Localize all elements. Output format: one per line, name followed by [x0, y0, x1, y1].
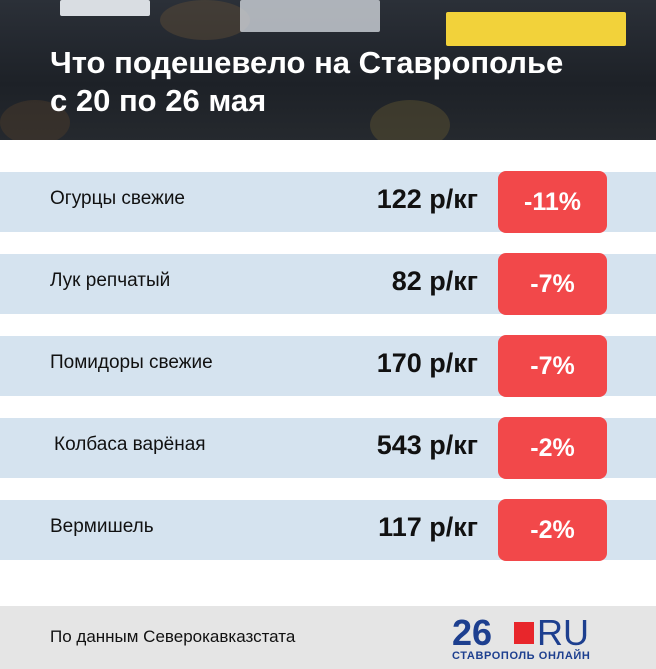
table-row: Вермишель 117 р/кг -2%: [0, 499, 656, 561]
price-change: -7%: [498, 253, 607, 315]
title-line: Что подешевело на Ставрополье: [50, 45, 564, 80]
logo-tagline: СТАВРОПОЛЬ ОНЛАЙН: [452, 650, 591, 662]
source-note: По данным Северокавказстата: [50, 627, 296, 646]
photo-shape: [160, 0, 250, 40]
table-row: Лук репчатый 82 р/кг -7%: [0, 253, 656, 315]
price-tag: [446, 12, 626, 46]
title-line: с 20 по 26 мая: [50, 83, 267, 118]
price-change: -2%: [498, 499, 607, 561]
table-row: Колбаса варёная 543 р/кг -2%: [0, 417, 656, 479]
logo-suffix: RU: [537, 612, 589, 653]
product-name: Лук репчатый: [50, 270, 171, 291]
product-name: Огурцы свежие: [50, 188, 186, 209]
product-price: 117 р/кг: [378, 512, 478, 542]
price-change: -7%: [498, 335, 607, 397]
product-price: 170 р/кг: [376, 348, 478, 378]
price-change: -2%: [498, 417, 607, 479]
price-change: -11%: [498, 171, 607, 233]
product-price: 543 р/кг: [376, 430, 478, 460]
logo: 26 RU СТАВРОПОЛЬ ОНЛАЙН: [452, 612, 612, 666]
product-name: Помидоры свежие: [50, 352, 213, 373]
table-row: Помидоры свежие 170 р/кг -7%: [0, 335, 656, 397]
product-name: Колбаса варёная: [54, 434, 206, 455]
product-price: 122 р/кг: [376, 184, 478, 214]
table-row: Огурцы свежие 122 р/кг -11%: [0, 171, 656, 233]
price-tag: [240, 0, 380, 32]
price-tag: [60, 0, 150, 16]
logo-square: [514, 622, 534, 644]
logo-number: 26: [452, 612, 493, 653]
photo-shape: [0, 100, 70, 140]
title: Что подешевело на Ставрополье с 20 по 26…: [50, 44, 563, 120]
product-price: 82 р/кг: [391, 266, 478, 296]
photo-shape: [370, 100, 450, 140]
product-name: Вермишель: [50, 516, 154, 537]
footer: По данным Северокавказстата 26 RU СТАВРО…: [0, 606, 656, 669]
header: Что подешевело на Ставрополье с 20 по 26…: [0, 0, 656, 140]
